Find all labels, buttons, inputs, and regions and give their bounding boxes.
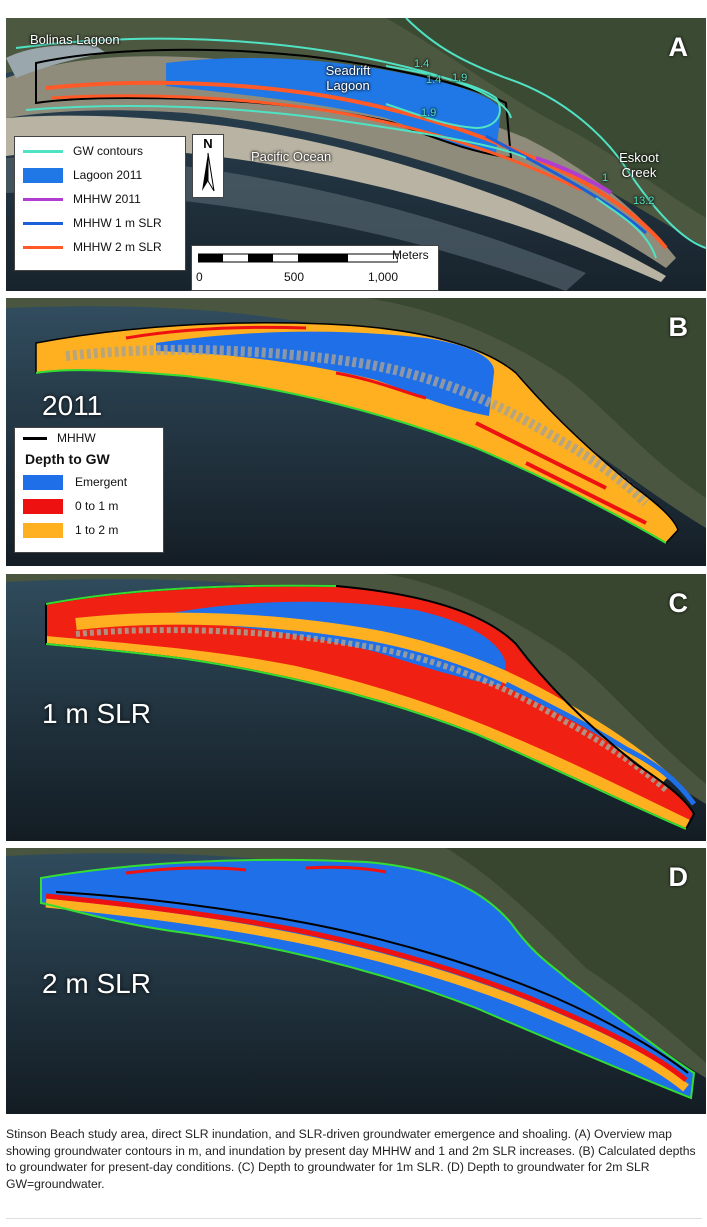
scale-tick-500: 500 <box>284 270 305 284</box>
scenario-label-c: 1 m SLR <box>42 698 151 729</box>
label-eskoot-creek: Eskoot Creek <box>619 150 659 180</box>
legend-swatch <box>23 245 63 249</box>
scenario-label-d: 2 m SLR <box>42 968 151 999</box>
scenario-label-b: 2011 <box>42 390 103 421</box>
figure-caption: Stinson Beach study area, direct SLR inu… <box>6 1127 696 1191</box>
panel-letter-d: D <box>668 862 689 892</box>
legend-label: 0 to 1 m <box>75 499 119 513</box>
scale-tick-1000: 1,000 <box>368 270 399 284</box>
contour-label: 1.4 <box>426 74 442 86</box>
label-seadrift-lagoon: Seadrift Lagoon <box>325 63 371 93</box>
legend-swatch <box>23 167 63 183</box>
legend-label: GW contours <box>73 144 144 158</box>
map-panel-a: A Bolinas Lagoon Seadrift Lagoon Pacific… <box>6 18 706 291</box>
legend-label: MHHW <box>57 431 96 445</box>
north-label: N <box>203 136 213 151</box>
legend-a: GW contours Lagoon 2011 MHHW 2011 MHHW 1… <box>14 136 186 271</box>
scale-bar: Meters 0 500 1,000 <box>191 245 439 291</box>
legend-swatch <box>23 197 63 201</box>
divider <box>6 1218 702 1219</box>
north-arrow-icon <box>202 152 215 192</box>
contour-label: 1.4 <box>414 58 430 70</box>
panel-letter-b: B <box>668 312 689 342</box>
map-panel-c: C 1 m SLR <box>6 574 706 841</box>
label-pacific-ocean: Pacific Ocean <box>251 149 332 164</box>
panel-letter-a: A <box>668 32 689 62</box>
contour-label: 1 <box>602 172 609 184</box>
legend-label: Lagoon 2011 <box>73 168 143 182</box>
legend-depth-to-gw: MHHW Depth to GW Emergent 0 to 1 m 1 to … <box>14 427 164 553</box>
north-arrow: N <box>192 134 224 198</box>
legend-swatch <box>23 522 63 538</box>
legend-swatch <box>23 149 63 153</box>
depth-map-d <box>6 848 706 1114</box>
legend-label: Emergent <box>75 475 128 489</box>
legend-item-gw-contours: GW contours <box>15 139 185 163</box>
map-panel-d: D 2 m SLR <box>6 848 706 1114</box>
legend-item-1-to-2m: 1 to 2 m <box>15 518 163 542</box>
legend-swatch <box>23 221 63 225</box>
legend-title: Depth to GW <box>25 451 110 467</box>
legend-item-mhhw-2011: MHHW 2011 <box>15 187 185 211</box>
legend-item-0-to-1m: 0 to 1 m <box>15 494 163 518</box>
panel-letter-c: C <box>668 588 689 618</box>
legend-label: 1 to 2 m <box>75 523 119 537</box>
legend-swatch <box>23 436 47 440</box>
legend-item-mhhw-1m: MHHW 1 m SLR <box>15 211 185 235</box>
legend-swatch <box>23 498 63 514</box>
legend-label: MHHW 2011 <box>73 192 141 206</box>
contour-label: 13.2 <box>633 195 655 207</box>
map-panel-b: B 2011 MHHW Depth to GW Emergent 0 to 1 … <box>6 298 706 566</box>
legend-item-lagoon-2011: Lagoon 2011 <box>15 163 185 187</box>
scale-tick-0: 0 <box>196 270 203 284</box>
scale-unit: Meters <box>392 248 429 262</box>
legend-item-emergent: Emergent <box>15 470 163 494</box>
depth-map-c <box>6 574 706 841</box>
scale-bar-graphic <box>198 253 398 263</box>
contour-label: 1.9 <box>421 107 437 119</box>
legend-label: MHHW 2 m SLR <box>73 240 162 254</box>
legend-label: MHHW 1 m SLR <box>73 216 162 230</box>
legend-item-mhhw-2m: MHHW 2 m SLR <box>15 235 185 259</box>
label-bolinas-lagoon: Bolinas Lagoon <box>30 32 120 47</box>
legend-swatch <box>23 474 63 490</box>
legend-item-mhhw: MHHW <box>15 428 163 448</box>
contour-label: 1.9 <box>452 72 468 84</box>
